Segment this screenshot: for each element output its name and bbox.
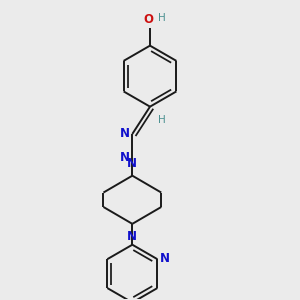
Text: N: N — [127, 230, 137, 243]
Text: N: N — [127, 157, 137, 170]
Text: O: O — [143, 13, 153, 26]
Text: N: N — [159, 252, 170, 265]
Text: H: H — [158, 115, 166, 125]
Text: N: N — [120, 151, 130, 164]
Text: H: H — [158, 13, 166, 23]
Text: N: N — [120, 127, 130, 140]
